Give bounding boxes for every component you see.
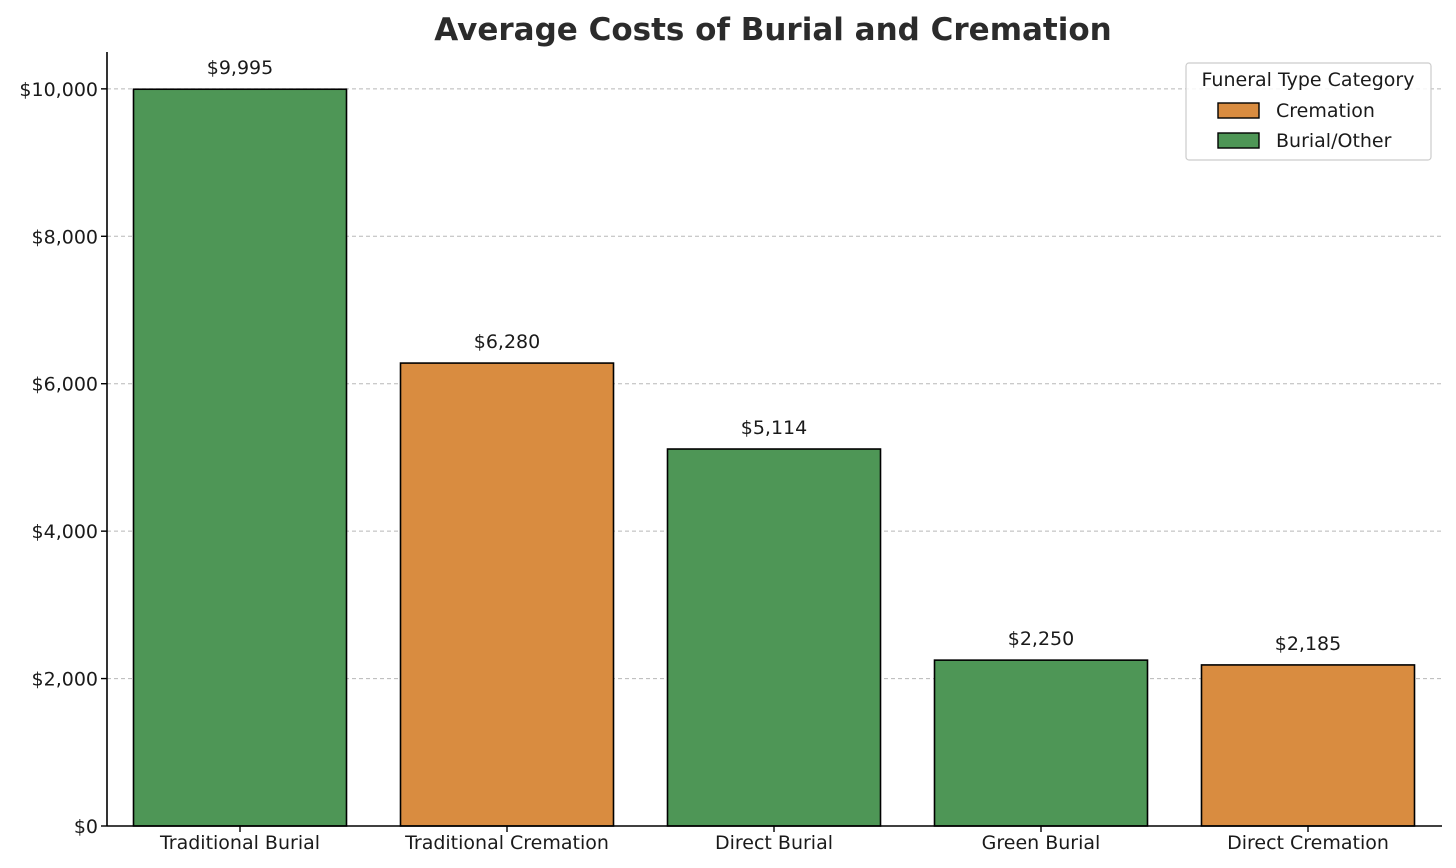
y-tick-label: $2,000 [32,669,98,691]
legend-label: Cremation [1276,100,1375,122]
data-label: $2,185 [1275,633,1341,655]
x-tick-label: Traditional Burial [159,832,320,854]
x-tick-label: Direct Cremation [1227,832,1389,854]
bars-group [132,88,1416,827]
x-axis-ticks: Traditional Burial Traditional Cremation D… [159,826,1389,854]
x-tick-label: Direct Burial [715,832,833,854]
bar [666,448,882,827]
x-tick-label: Traditional Cremation [404,832,609,854]
data-label: $6,280 [474,331,540,353]
y-tick-label: $0 [74,816,98,838]
bar [1200,664,1416,827]
legend-swatch [1217,132,1260,149]
y-tick-label: $8,000 [32,226,98,248]
legend-entries: Cremation Burial/Other [1217,100,1392,152]
bar [933,659,1149,827]
bar [399,362,615,827]
y-tick-label: $4,000 [32,521,98,543]
y-axis-ticks: $0 $2,000 $4,000 $6,000 $8,000 $10,000 [19,79,107,838]
legend-title: Funeral Type Category [1202,69,1415,91]
chart-title: Average Costs of Burial and Cremation [434,12,1112,48]
bar [132,88,348,827]
legend-label: Burial/Other [1276,130,1392,152]
legend: Funeral Type Category Cremation Burial/Ot… [1185,62,1432,161]
data-labels: $9,995 $6,280 $5,114 $2,250 $2,185 [207,57,1341,655]
data-label: $5,114 [741,417,807,439]
x-tick-label: Green Burial [982,832,1101,854]
data-label: $2,250 [1008,628,1074,650]
y-tick-label: $6,000 [32,374,98,396]
legend-swatch [1217,102,1260,119]
data-label: $9,995 [207,57,273,79]
y-tick-label: $10,000 [19,79,98,101]
